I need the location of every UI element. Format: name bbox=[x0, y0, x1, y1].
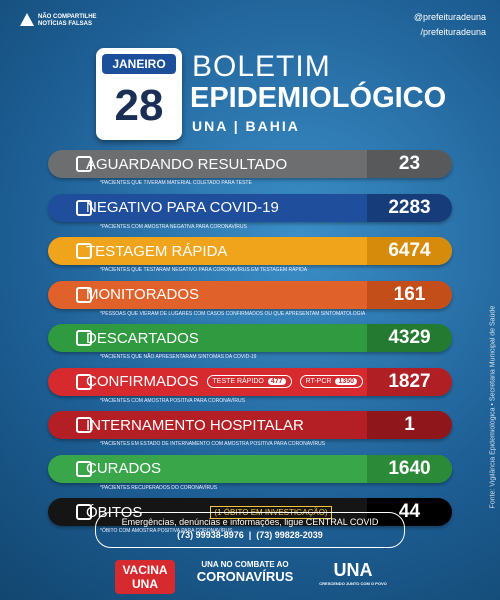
source: Fonte: Vigilância Epidemiológica • Secre… bbox=[489, 305, 497, 509]
sub-value: 477 bbox=[267, 378, 286, 385]
row-note: *PACIENTES COM AMOSTRA NEGATIVA PARA COR… bbox=[100, 223, 247, 230]
logo: UNA CRESCENDO JUNTO COM O POVO bbox=[318, 560, 388, 586]
info: Emergências, denúncias e informações, li… bbox=[121, 517, 379, 527]
icon bbox=[76, 243, 92, 259]
sub-label: RT-PCR bbox=[305, 378, 332, 385]
status-row: CURADOS 1640 bbox=[48, 454, 452, 483]
sub-count: RT-PCR 1350 bbox=[299, 375, 364, 388]
month: JANEIRO bbox=[102, 54, 176, 74]
icon bbox=[76, 373, 92, 390]
status-row: AGUARDANDO RESULTADO 23 bbox=[48, 150, 452, 178]
title: EPIDEMIOLÓGICO bbox=[190, 82, 447, 114]
row-note: *PESSOAS QUE VIERAM DE LUGARES COM CASOS… bbox=[100, 310, 366, 317]
row-label: MONITORADOS bbox=[86, 286, 200, 303]
facebook: /prefeituradeuna bbox=[420, 27, 486, 37]
row-label-box: CONFIRMADOS TESTE RÁPIDO 477 RT-PCR 1350 bbox=[48, 373, 367, 390]
logo-text: UNA NO COMBATE AO bbox=[201, 560, 289, 569]
instagram: @prefeituradeuna bbox=[413, 12, 486, 22]
sub-label: TESTE RÁPIDO bbox=[212, 378, 264, 385]
row-label: CONFIRMADOS bbox=[86, 373, 199, 390]
status-row: INTERNAMENTO HOSPITALAR 1 bbox=[48, 411, 452, 439]
icon bbox=[76, 156, 92, 172]
row-label-box: TESTAGEM RÁPIDA bbox=[48, 243, 367, 260]
row-label-box: AGUARDANDO RESULTADO bbox=[48, 156, 367, 173]
row-value: 161 bbox=[367, 280, 452, 309]
logo: VACINA UNA bbox=[115, 560, 175, 594]
day: 28 bbox=[114, 81, 164, 130]
title: BOLETIM bbox=[192, 50, 331, 83]
phones: (73) 99938-8976 | (73) 99828-2039 bbox=[177, 530, 323, 540]
row-label-box: INTERNAMENTO HOSPITALAR bbox=[48, 417, 367, 434]
icon bbox=[76, 330, 92, 346]
phone: (73) 99828-2039 bbox=[256, 530, 323, 540]
row-note: *PACIENTES QUE NÃO APRESENTARAM SINTOMAS… bbox=[100, 354, 257, 360]
status-row: MONITORADOS 161 bbox=[48, 280, 452, 309]
row-value: 6474 bbox=[367, 237, 452, 265]
row-note: *ÓBITO COM AMOSTRA POSITIVA PARA CORONAV… bbox=[100, 528, 233, 534]
row-label-box: DESCARTADOS bbox=[48, 330, 367, 347]
warning-icon bbox=[20, 13, 34, 26]
icon bbox=[76, 417, 92, 433]
sub-value: 1350 bbox=[335, 378, 358, 385]
status-row: CONFIRMADOS TESTE RÁPIDO 477 RT-PCR 1350 1827 bbox=[48, 367, 452, 396]
icon bbox=[76, 504, 92, 520]
contact-box: Emergências, denúncias e informações, li… bbox=[95, 512, 405, 548]
row-value: 1 bbox=[367, 411, 452, 439]
row-value: 1640 bbox=[367, 454, 452, 483]
row-note: *PACIENTES RECUPERADOS DO CORONAVÍRUS bbox=[100, 484, 218, 491]
icon bbox=[76, 199, 92, 216]
row-label: CURADOS bbox=[86, 460, 162, 477]
row-label: NEGATIVO PARA COVID-19 bbox=[86, 199, 279, 216]
icon bbox=[76, 460, 92, 477]
calendar: JANEIRO 28 bbox=[96, 48, 182, 140]
row-label: AGUARDANDO RESULTADO bbox=[86, 155, 288, 173]
warning: NÃO COMPARTILHE NOTÍCIAS FALSAS bbox=[38, 14, 97, 27]
logo-text: UNA bbox=[333, 560, 373, 580]
status-row: DESCARTADOS 4329 bbox=[48, 324, 452, 352]
status-row: TESTAGEM RÁPIDA 6474 bbox=[48, 237, 452, 265]
row-note: *PACIENTES QUE TESTARAM NEGATIVO PARA CO… bbox=[100, 267, 308, 273]
row-label: DESCARTADOS bbox=[86, 329, 199, 347]
row-label: INTERNAMENTO HOSPITALAR bbox=[86, 416, 304, 434]
row-label-box: NEGATIVO PARA COVID-19 bbox=[48, 199, 367, 216]
row-note: *PACIENTES EM ESTADO DE INTERNAMENTO COM… bbox=[100, 441, 326, 447]
logo-text: CORONAVÍRUS bbox=[196, 569, 294, 584]
row-label-box: CURADOS bbox=[48, 460, 367, 477]
logo: UNA NO COMBATE AO CORONAVÍRUS bbox=[185, 560, 305, 584]
phone: (73) 99938-8976 bbox=[177, 530, 244, 540]
row-label-box: MONITORADOS bbox=[48, 286, 367, 303]
row-value: 23 bbox=[367, 150, 452, 178]
row-value: 2283 bbox=[367, 193, 452, 222]
row-label: TESTAGEM RÁPIDA bbox=[86, 242, 228, 260]
row-value: 44 bbox=[367, 498, 452, 526]
status-row: NEGATIVO PARA COVID-19 2283 bbox=[48, 193, 452, 222]
sub-count: TESTE RÁPIDO 477 bbox=[206, 375, 292, 388]
row-note: *PACIENTES QUE TIVERAM MATERIAL COLETADO… bbox=[100, 180, 252, 186]
location: UNA | BAHIA bbox=[192, 118, 300, 134]
row-value: 4329 bbox=[367, 324, 452, 352]
icon bbox=[76, 286, 92, 303]
row-value: 1827 bbox=[367, 367, 452, 396]
row-note: *PACIENTES COM AMOSTRA POSITIVA PARA COR… bbox=[100, 397, 245, 404]
logo-text: CRESCENDO JUNTO COM O POVO bbox=[319, 581, 387, 586]
